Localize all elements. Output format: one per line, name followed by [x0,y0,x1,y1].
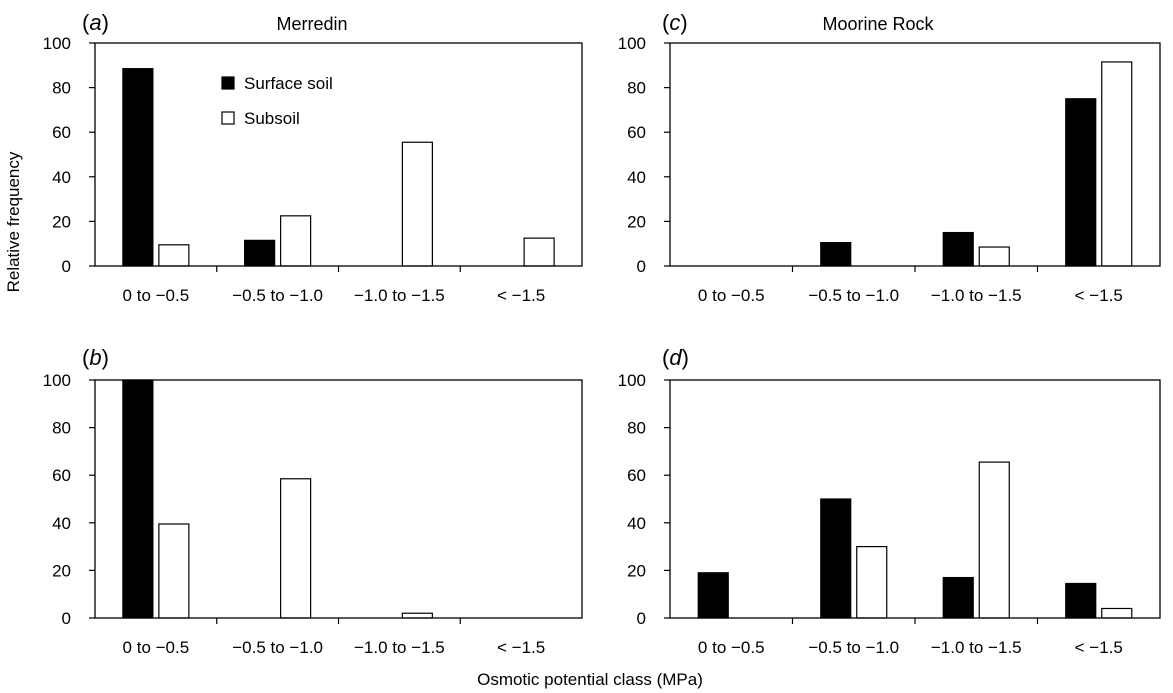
plot-frame [669,379,1161,619]
x-tick-label: 0 to −0.5 [698,638,765,657]
bar-subsoil [856,545,888,619]
legend: Surface soil Subsoil [221,74,333,128]
bar-surface-soil [1065,98,1097,267]
y-tick-label: 40 [627,514,646,533]
bar-subsoil [523,237,555,267]
y-tick-label: 80 [627,419,646,438]
panel-label: (d) [662,345,689,370]
x-tick-label: < −1.5 [1075,286,1123,305]
y-tick-label: 40 [52,514,71,533]
y-tick-label: 20 [52,212,71,231]
bar-subsoil [280,215,312,267]
x-tick-label: −1.0 to −1.5 [931,638,1022,657]
bar-subsoil [1101,607,1133,619]
plot-frame [94,42,583,267]
bar-surface-soil [244,239,276,267]
x-tick-label: −0.5 to −1.0 [808,638,899,657]
y-axis-title: Relative frequency [4,151,23,292]
y-tick-label: 40 [52,168,71,187]
y-tick-label: 100 [43,371,71,390]
bar-subsoil [401,141,433,267]
y-tick-label: 60 [52,466,71,485]
bar-surface-soil [942,576,974,619]
y-tick-label: 60 [627,466,646,485]
y-tick-label: 0 [62,609,71,628]
x-tick-label: −0.5 to −1.0 [808,286,899,305]
x-tick-label: 0 to −0.5 [698,286,765,305]
bar-surface-soil [942,231,974,267]
x-tick-label: −0.5 to −1.0 [232,286,323,305]
y-tick-label: 80 [52,419,71,438]
bar-subsoil [158,523,190,619]
y-tick-label: 100 [43,34,71,53]
x-tick-label: < −1.5 [497,638,545,657]
legend-swatch-surface-soil [221,76,235,90]
panel-c: (c) Moorine Rock 0 20 40 60 80 100 0 to −0.5 −0.5… [618,10,1161,305]
bar-surface-soil [122,379,154,619]
bar-surface-soil [820,498,852,619]
legend-label-surface-soil: Surface soil [244,74,333,93]
y-tick-label: 60 [52,123,71,142]
bar-subsoil [978,246,1010,267]
legend-label-subsoil: Subsoil [244,109,300,128]
bar-surface-soil [697,572,729,619]
y-tick-label: 40 [627,168,646,187]
y-tick-label: 0 [62,257,71,276]
bar-subsoil [280,478,312,619]
x-tick-label: −1.0 to −1.5 [931,286,1022,305]
bar-subsoil [978,461,1010,619]
panel-label: (b) [82,345,109,370]
x-tick-label: 0 to −0.5 [123,286,190,305]
y-tick-label: 20 [52,561,71,580]
y-tick-label: 0 [637,609,646,628]
bar-subsoil [1101,61,1133,267]
x-tick-label: < −1.5 [497,286,545,305]
bar-subsoil [158,244,190,267]
panel-label: (c) [662,10,688,35]
bar-surface-soil [820,241,852,267]
y-tick-label: 100 [618,371,646,390]
panel-a: (a) Merredin 0 20 40 60 80 100 0 to −0.5 −0.5 to … [43,10,583,305]
y-tick-label: 80 [52,79,71,98]
legend-swatch-subsoil [221,111,235,125]
panel-title: Merredin [276,14,347,34]
chart-panels: (a) Merredin 0 20 40 60 80 100 0 to −0.5 −0.5 to … [43,10,1161,657]
panel-b: (b) 0 20 40 60 80 100 0 to −0.5 −0.5 to −1.0 −1.0… [43,345,583,657]
y-tick-label: 20 [627,212,646,231]
y-tick-label: 0 [637,257,646,276]
y-tick-label: 100 [618,34,646,53]
bar-surface-soil [122,68,154,267]
x-tick-label: < −1.5 [1075,638,1123,657]
panel-label: (a) [82,10,109,35]
y-tick-label: 60 [627,123,646,142]
x-axis-title: Osmotic potential class (MPa) [477,670,703,689]
x-tick-label: 0 to −0.5 [123,638,190,657]
x-tick-label: −0.5 to −1.0 [232,638,323,657]
bar-surface-soil [1065,582,1097,619]
panel-d: (d) 0 20 40 60 80 100 0 to −0.5 −0.5 to −1.0 −1.0… [618,345,1161,657]
y-tick-label: 20 [627,561,646,580]
x-tick-label: −1.0 to −1.5 [354,286,445,305]
x-tick-label: −1.0 to −1.5 [354,638,445,657]
bar-subsoil [401,612,433,619]
panel-title: Moorine Rock [822,14,934,34]
y-tick-label: 80 [627,79,646,98]
